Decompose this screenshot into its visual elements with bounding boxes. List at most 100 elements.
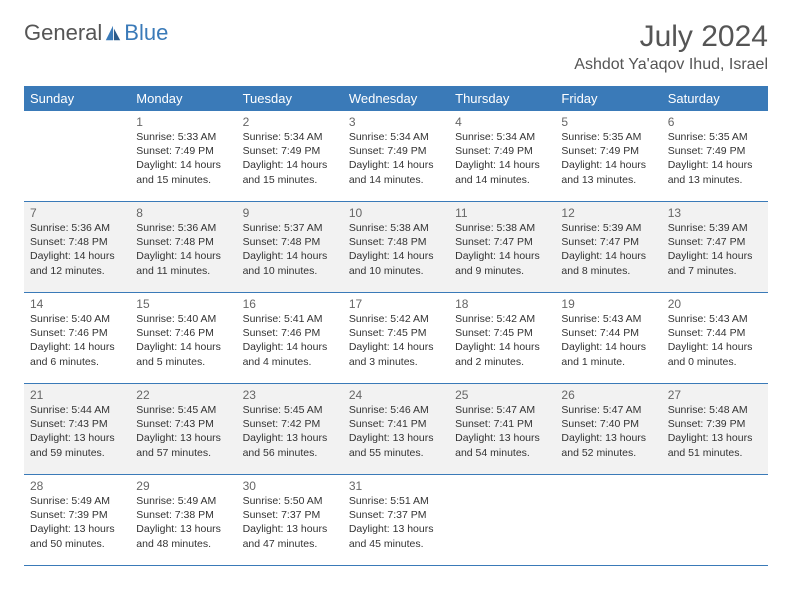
day-info: Sunrise: 5:43 AMSunset: 7:44 PMDaylight:… bbox=[668, 312, 762, 369]
calendar-day-cell: 1Sunrise: 5:33 AMSunset: 7:49 PMDaylight… bbox=[130, 111, 236, 202]
sunrise-text: Sunrise: 5:40 AM bbox=[136, 312, 230, 326]
sunrise-text: Sunrise: 5:50 AM bbox=[243, 494, 337, 508]
day-number: 11 bbox=[455, 206, 549, 220]
sunrise-text: Sunrise: 5:47 AM bbox=[455, 403, 549, 417]
weekday-header: Thursday bbox=[449, 86, 555, 111]
calendar-day-cell: 13Sunrise: 5:39 AMSunset: 7:47 PMDayligh… bbox=[662, 202, 768, 293]
day-info: Sunrise: 5:49 AMSunset: 7:39 PMDaylight:… bbox=[30, 494, 124, 551]
daylight-text: Daylight: 14 hours and 12 minutes. bbox=[30, 249, 124, 277]
day-info: Sunrise: 5:51 AMSunset: 7:37 PMDaylight:… bbox=[349, 494, 443, 551]
sunrise-text: Sunrise: 5:47 AM bbox=[561, 403, 655, 417]
daylight-text: Daylight: 13 hours and 48 minutes. bbox=[136, 522, 230, 550]
weekday-header-row: Sunday Monday Tuesday Wednesday Thursday… bbox=[24, 86, 768, 111]
sunset-text: Sunset: 7:39 PM bbox=[30, 508, 124, 522]
sunrise-text: Sunrise: 5:48 AM bbox=[668, 403, 762, 417]
daylight-text: Daylight: 14 hours and 1 minute. bbox=[561, 340, 655, 368]
calendar-day-cell: 26Sunrise: 5:47 AMSunset: 7:40 PMDayligh… bbox=[555, 384, 661, 475]
brand-logo: General Blue bbox=[24, 20, 168, 46]
sunset-text: Sunset: 7:48 PM bbox=[243, 235, 337, 249]
day-number: 4 bbox=[455, 115, 549, 129]
calendar-day-cell: 28Sunrise: 5:49 AMSunset: 7:39 PMDayligh… bbox=[24, 475, 130, 566]
daylight-text: Daylight: 14 hours and 14 minutes. bbox=[455, 158, 549, 186]
daylight-text: Daylight: 13 hours and 59 minutes. bbox=[30, 431, 124, 459]
day-number: 7 bbox=[30, 206, 124, 220]
daylight-text: Daylight: 14 hours and 2 minutes. bbox=[455, 340, 549, 368]
day-number: 20 bbox=[668, 297, 762, 311]
day-number: 10 bbox=[349, 206, 443, 220]
sunset-text: Sunset: 7:48 PM bbox=[30, 235, 124, 249]
sunset-text: Sunset: 7:38 PM bbox=[136, 508, 230, 522]
sunrise-text: Sunrise: 5:38 AM bbox=[349, 221, 443, 235]
daylight-text: Daylight: 13 hours and 45 minutes. bbox=[349, 522, 443, 550]
sunset-text: Sunset: 7:37 PM bbox=[243, 508, 337, 522]
sunrise-text: Sunrise: 5:49 AM bbox=[30, 494, 124, 508]
day-number: 9 bbox=[243, 206, 337, 220]
daylight-text: Daylight: 13 hours and 47 minutes. bbox=[243, 522, 337, 550]
sunset-text: Sunset: 7:49 PM bbox=[561, 144, 655, 158]
weekday-header: Saturday bbox=[662, 86, 768, 111]
sunset-text: Sunset: 7:47 PM bbox=[668, 235, 762, 249]
calendar-day-cell: 2Sunrise: 5:34 AMSunset: 7:49 PMDaylight… bbox=[237, 111, 343, 202]
day-info: Sunrise: 5:39 AMSunset: 7:47 PMDaylight:… bbox=[561, 221, 655, 278]
day-info: Sunrise: 5:44 AMSunset: 7:43 PMDaylight:… bbox=[30, 403, 124, 460]
day-info: Sunrise: 5:36 AMSunset: 7:48 PMDaylight:… bbox=[136, 221, 230, 278]
sunset-text: Sunset: 7:44 PM bbox=[668, 326, 762, 340]
sunset-text: Sunset: 7:49 PM bbox=[668, 144, 762, 158]
day-number: 6 bbox=[668, 115, 762, 129]
day-info: Sunrise: 5:42 AMSunset: 7:45 PMDaylight:… bbox=[349, 312, 443, 369]
daylight-text: Daylight: 14 hours and 13 minutes. bbox=[668, 158, 762, 186]
daylight-text: Daylight: 14 hours and 3 minutes. bbox=[349, 340, 443, 368]
daylight-text: Daylight: 14 hours and 15 minutes. bbox=[243, 158, 337, 186]
day-info: Sunrise: 5:45 AMSunset: 7:42 PMDaylight:… bbox=[243, 403, 337, 460]
sunset-text: Sunset: 7:41 PM bbox=[349, 417, 443, 431]
sunset-text: Sunset: 7:48 PM bbox=[349, 235, 443, 249]
day-info: Sunrise: 5:48 AMSunset: 7:39 PMDaylight:… bbox=[668, 403, 762, 460]
daylight-text: Daylight: 14 hours and 13 minutes. bbox=[561, 158, 655, 186]
calendar-day-cell: 8Sunrise: 5:36 AMSunset: 7:48 PMDaylight… bbox=[130, 202, 236, 293]
daylight-text: Daylight: 14 hours and 9 minutes. bbox=[455, 249, 549, 277]
daylight-text: Daylight: 14 hours and 4 minutes. bbox=[243, 340, 337, 368]
sunset-text: Sunset: 7:49 PM bbox=[455, 144, 549, 158]
day-info: Sunrise: 5:34 AMSunset: 7:49 PMDaylight:… bbox=[243, 130, 337, 187]
calendar-day-cell: 31Sunrise: 5:51 AMSunset: 7:37 PMDayligh… bbox=[343, 475, 449, 566]
calendar-day-cell: 7Sunrise: 5:36 AMSunset: 7:48 PMDaylight… bbox=[24, 202, 130, 293]
calendar-day-cell: 9Sunrise: 5:37 AMSunset: 7:48 PMDaylight… bbox=[237, 202, 343, 293]
calendar-day-cell: 20Sunrise: 5:43 AMSunset: 7:44 PMDayligh… bbox=[662, 293, 768, 384]
day-number: 16 bbox=[243, 297, 337, 311]
sunset-text: Sunset: 7:46 PM bbox=[243, 326, 337, 340]
calendar-day-cell: 12Sunrise: 5:39 AMSunset: 7:47 PMDayligh… bbox=[555, 202, 661, 293]
sunrise-text: Sunrise: 5:45 AM bbox=[136, 403, 230, 417]
day-number: 8 bbox=[136, 206, 230, 220]
sunrise-text: Sunrise: 5:35 AM bbox=[668, 130, 762, 144]
day-info: Sunrise: 5:50 AMSunset: 7:37 PMDaylight:… bbox=[243, 494, 337, 551]
sunrise-text: Sunrise: 5:49 AM bbox=[136, 494, 230, 508]
calendar-week-row: 14Sunrise: 5:40 AMSunset: 7:46 PMDayligh… bbox=[24, 293, 768, 384]
calendar-day-cell: 24Sunrise: 5:46 AMSunset: 7:41 PMDayligh… bbox=[343, 384, 449, 475]
calendar-week-row: 21Sunrise: 5:44 AMSunset: 7:43 PMDayligh… bbox=[24, 384, 768, 475]
daylight-text: Daylight: 13 hours and 56 minutes. bbox=[243, 431, 337, 459]
day-number: 14 bbox=[30, 297, 124, 311]
sunset-text: Sunset: 7:41 PM bbox=[455, 417, 549, 431]
calendar-day-cell: 23Sunrise: 5:45 AMSunset: 7:42 PMDayligh… bbox=[237, 384, 343, 475]
daylight-text: Daylight: 14 hours and 6 minutes. bbox=[30, 340, 124, 368]
title-block: July 2024 Ashdot Ya'aqov Ihud, Israel bbox=[574, 20, 768, 74]
sunrise-text: Sunrise: 5:51 AM bbox=[349, 494, 443, 508]
day-info: Sunrise: 5:35 AMSunset: 7:49 PMDaylight:… bbox=[561, 130, 655, 187]
sunrise-text: Sunrise: 5:43 AM bbox=[668, 312, 762, 326]
day-info: Sunrise: 5:46 AMSunset: 7:41 PMDaylight:… bbox=[349, 403, 443, 460]
month-title: July 2024 bbox=[574, 20, 768, 54]
calendar-day-cell: 3Sunrise: 5:34 AMSunset: 7:49 PMDaylight… bbox=[343, 111, 449, 202]
sunset-text: Sunset: 7:43 PM bbox=[136, 417, 230, 431]
sunrise-text: Sunrise: 5:38 AM bbox=[455, 221, 549, 235]
day-info: Sunrise: 5:47 AMSunset: 7:40 PMDaylight:… bbox=[561, 403, 655, 460]
calendar-week-row: 28Sunrise: 5:49 AMSunset: 7:39 PMDayligh… bbox=[24, 475, 768, 566]
sunrise-text: Sunrise: 5:34 AM bbox=[243, 130, 337, 144]
day-info: Sunrise: 5:36 AMSunset: 7:48 PMDaylight:… bbox=[30, 221, 124, 278]
day-number: 3 bbox=[349, 115, 443, 129]
sunrise-text: Sunrise: 5:41 AM bbox=[243, 312, 337, 326]
sunrise-text: Sunrise: 5:45 AM bbox=[243, 403, 337, 417]
calendar-day-cell: 30Sunrise: 5:50 AMSunset: 7:37 PMDayligh… bbox=[237, 475, 343, 566]
calendar-day-cell: 15Sunrise: 5:40 AMSunset: 7:46 PMDayligh… bbox=[130, 293, 236, 384]
calendar-day-cell: 4Sunrise: 5:34 AMSunset: 7:49 PMDaylight… bbox=[449, 111, 555, 202]
sunset-text: Sunset: 7:49 PM bbox=[243, 144, 337, 158]
